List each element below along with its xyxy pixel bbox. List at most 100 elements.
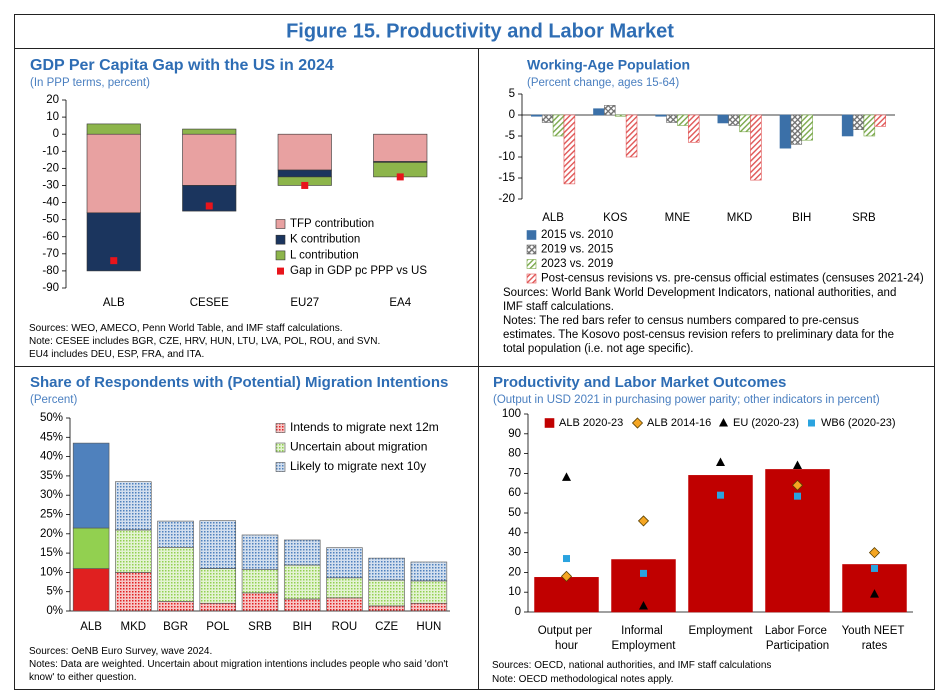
y-tick-label: -5: [505, 130, 515, 142]
x-tick-label: MKD: [121, 621, 147, 633]
bar: [874, 114, 886, 127]
legend-label: 2015 vs. 2010: [541, 229, 613, 241]
note: Sources: OeNB Euro Survey, wave 2024.: [29, 646, 213, 657]
x-tick-label: ROU: [332, 621, 358, 633]
bar: [614, 114, 627, 117]
note: Note: CESEE includes BGR, CZE, HRV, HUN,…: [29, 336, 381, 347]
bar: [842, 564, 907, 613]
point: [794, 492, 801, 500]
x-tick-label: KOS: [603, 212, 628, 224]
legend-swatch: [275, 234, 286, 245]
bar: [531, 114, 543, 117]
bar: [373, 133, 428, 162]
y-tick-label: 5: [509, 88, 515, 100]
point: [640, 569, 647, 577]
bar: [199, 602, 237, 612]
point: [560, 570, 573, 582]
bar: [368, 557, 405, 581]
y-tick-label: 20: [46, 94, 59, 106]
bar: [157, 601, 194, 612]
y-tick-label: 0: [515, 606, 521, 618]
legend-label: 2019 vs. 2015: [541, 244, 613, 256]
y-tick-label: 0%: [46, 605, 63, 617]
bar: [283, 539, 321, 566]
legend-label: WB6 (2020-23): [821, 417, 896, 429]
x-tick-label: POL: [206, 621, 230, 633]
bar: [790, 114, 803, 145]
bar: [717, 114, 730, 124]
y-tick-label: 10%: [40, 566, 63, 578]
y-tick-label: 30: [508, 547, 521, 559]
chart-subtitle: (Percent): [30, 394, 77, 406]
point: [716, 457, 725, 467]
bar: [277, 169, 332, 178]
x-tick-label: EU27: [290, 297, 319, 309]
x-tick-label: BIH: [792, 212, 811, 224]
x-tick-label: Labor Force Participation: [765, 625, 830, 652]
y-tick-label: 20: [508, 566, 521, 578]
y-tick-label: -20: [42, 162, 59, 174]
x-tick-label: Output per hour: [538, 625, 596, 652]
y-tick-label: -50: [42, 214, 59, 226]
y-tick-label: 5%: [46, 586, 63, 598]
y-tick-label: 15%: [40, 547, 63, 559]
point: [791, 479, 804, 491]
x-tick-label: BGR: [163, 621, 188, 633]
legend-swatch: [275, 423, 286, 433]
note: Sources: WEO, AMECO, Penn World Table, a…: [29, 323, 343, 334]
legend-label: Post-census revisions vs. pre-census off…: [541, 273, 924, 285]
note: Sources: OECD, national authorities, and…: [492, 660, 772, 671]
y-tick-label: -90: [42, 282, 59, 294]
note: EU4 includes DEU, ESP, FRA, and ITA.: [29, 349, 205, 360]
x-tick-label: ALB: [103, 297, 125, 309]
x-tick-label: Youth NEET rates: [842, 625, 908, 652]
point: [870, 589, 879, 598]
bar: [182, 128, 237, 135]
bar: [604, 105, 616, 116]
bar: [72, 568, 110, 612]
bar: [241, 592, 279, 612]
legend-swatch: [526, 273, 537, 284]
point: [562, 472, 571, 481]
legend-marker: [631, 417, 644, 429]
legend-label: K contribution: [290, 234, 360, 246]
y-tick-label: 70: [508, 467, 521, 479]
bar: [677, 114, 689, 126]
x-tick-label: EA4: [389, 297, 411, 309]
x-tick-label: MKD: [727, 212, 753, 224]
bar: [541, 114, 554, 123]
legend-swatch: [275, 442, 286, 453]
bar: [115, 529, 152, 573]
legend-label: Likely to migrate next 10y: [290, 459, 426, 473]
bar: [157, 547, 194, 602]
legend-marker: [808, 419, 815, 427]
legend-swatch: [526, 259, 537, 269]
bar: [72, 442, 110, 529]
bar: [199, 520, 237, 569]
y-tick-label: -70: [42, 248, 59, 260]
y-tick-label: 60: [508, 487, 521, 499]
bar: [86, 123, 141, 135]
chart-notes: Sources: WEO, AMECO, Penn World Table, a…: [29, 322, 474, 361]
y-tick-label: 50: [508, 507, 521, 519]
legend-label: ALB 2020-23: [559, 417, 623, 429]
y-tick-label: 0: [53, 128, 59, 140]
bar: [326, 547, 363, 579]
y-tick-label: 50%: [40, 412, 63, 424]
bar: [326, 597, 363, 612]
bar: [552, 114, 565, 137]
x-tick-label: HUN: [416, 621, 441, 633]
bar: [801, 114, 813, 141]
bar: [86, 133, 141, 214]
bar: [666, 114, 678, 123]
bar: [241, 534, 279, 570]
chart-title: Working-Age Population: [527, 57, 690, 73]
legend-label: EU (2020-23): [733, 417, 799, 429]
legend-marker: [277, 267, 284, 275]
bar: [655, 114, 667, 117]
y-tick-label: 30%: [40, 489, 63, 501]
x-tick-label: CZE: [375, 621, 398, 633]
bar: [277, 133, 332, 171]
frame: [14, 14, 935, 690]
